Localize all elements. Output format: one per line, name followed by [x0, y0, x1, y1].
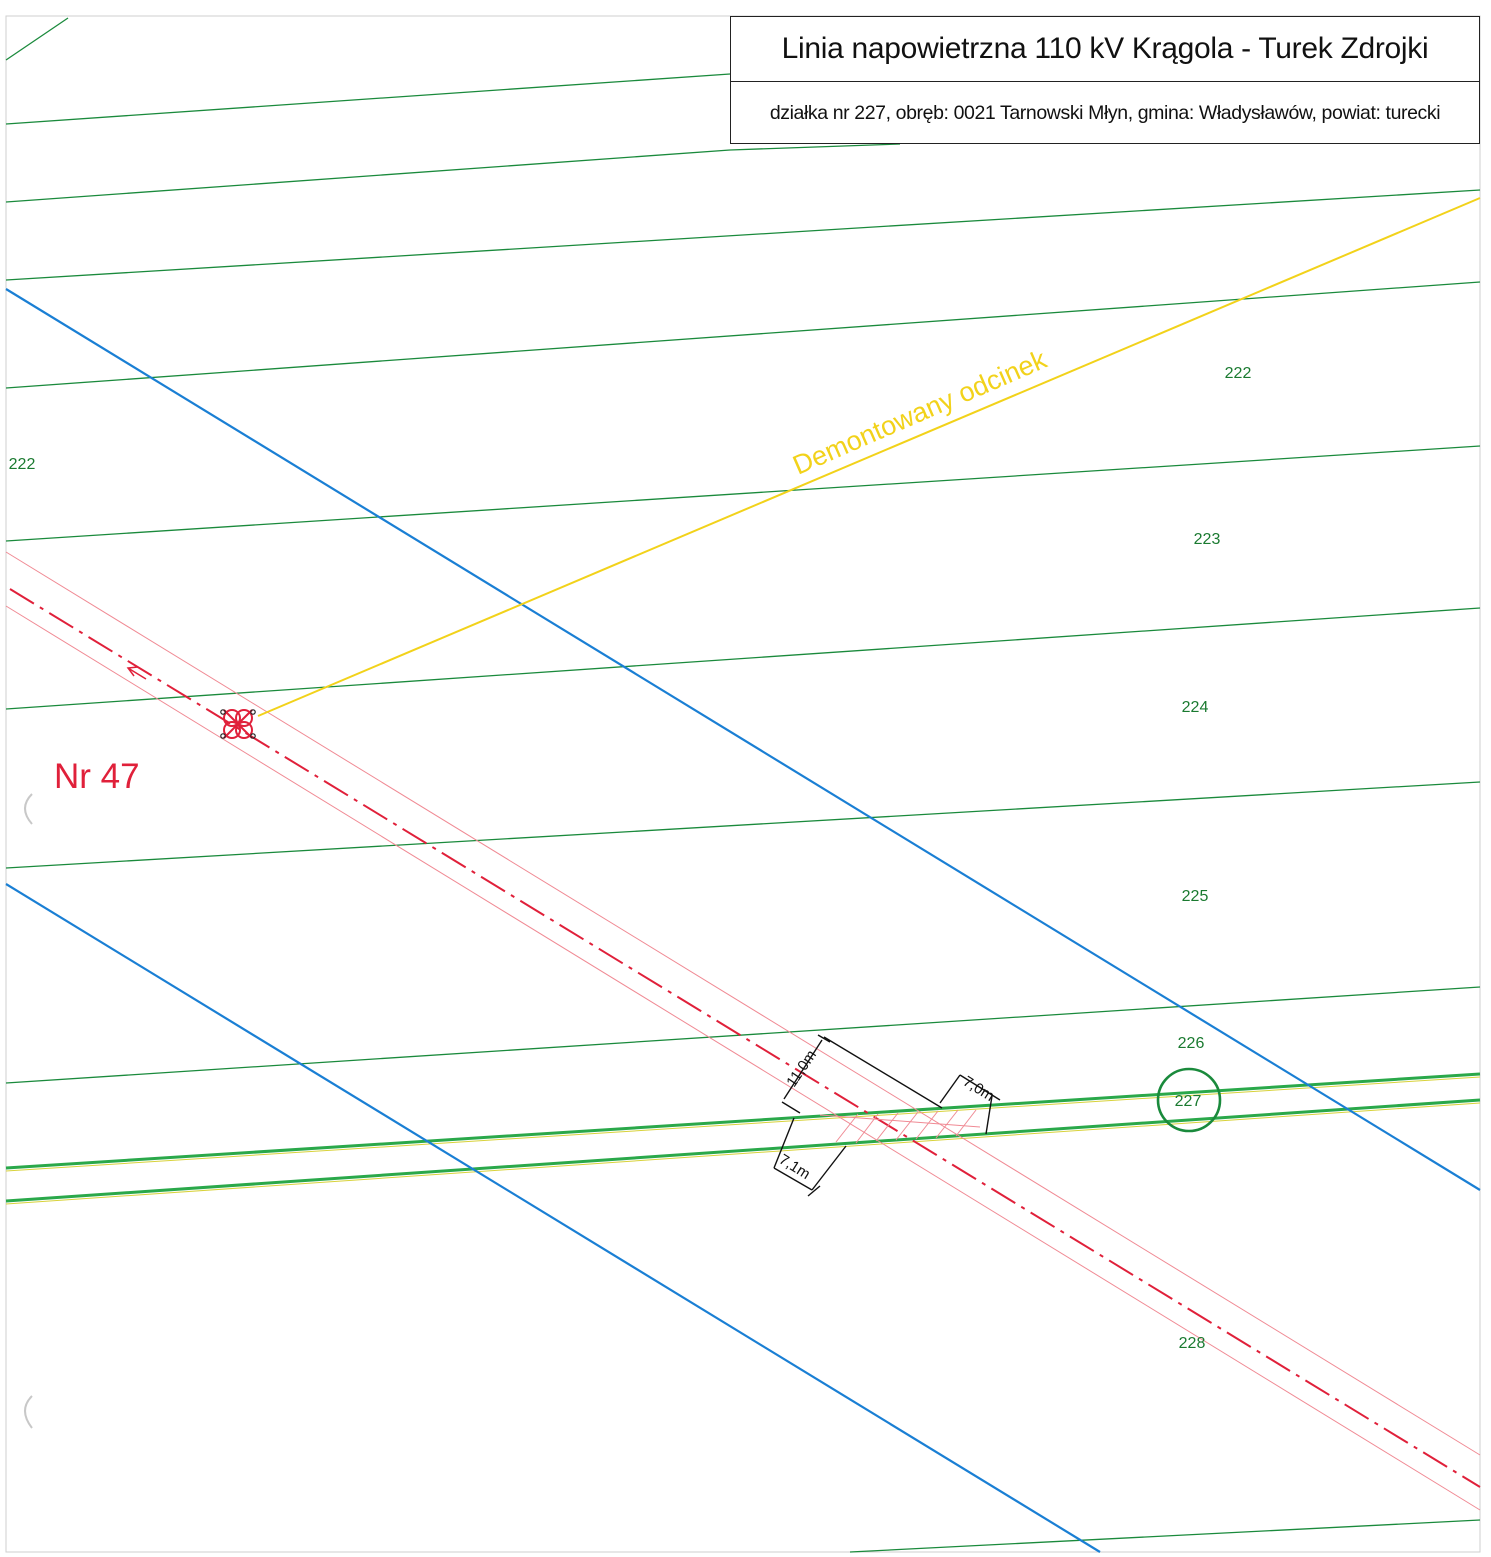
parcel-labels: 222 222 223 224 225 226 227 228	[9, 365, 1252, 1352]
map-title: Linia napowietrzna 110 kV Krągola - Ture…	[781, 32, 1429, 65]
dimension-11m-label: 11,0m	[783, 1047, 820, 1090]
road-line	[5, 883, 1101, 1553]
parcel-boundary	[5, 73, 731, 125]
direction-arrow-icon	[126, 666, 147, 680]
dimension-11m-line	[783, 1039, 823, 1100]
parcel-label: 226	[1178, 1035, 1205, 1052]
parcel-label: 228	[1179, 1335, 1206, 1352]
parcel-boundary	[5, 445, 1481, 542]
crossing-hatch	[819, 1109, 981, 1144]
parcel-label: 224	[1182, 699, 1209, 716]
parcel-label: 222	[9, 456, 36, 473]
dimension-71m-label: 7,1m	[776, 1151, 813, 1183]
parcel-boundary	[849, 1519, 1481, 1553]
parcel-boundary	[5, 17, 69, 61]
sheet-frame	[5, 15, 1481, 1553]
parcel-boundary	[5, 189, 1481, 281]
parcel-boundary	[5, 281, 1481, 389]
parcel-label: 225	[1182, 888, 1209, 905]
parcel-boundary	[5, 607, 1481, 710]
tower-number-label: Nr 47	[54, 757, 140, 796]
tower-icon	[220, 709, 256, 739]
dismantled-section-label: Demontowany odcinek	[788, 344, 1051, 481]
parcel-boundary	[5, 781, 1481, 869]
scan-marks	[24, 793, 33, 1429]
dimension-71m-line	[773, 1167, 813, 1191]
parcel-boundary	[5, 986, 1481, 1084]
dimension-7m-line	[939, 1074, 961, 1104]
parcel-label: 227	[1175, 1093, 1202, 1110]
parcel-boundary	[729, 143, 901, 151]
parcel-label: 222	[1225, 365, 1252, 382]
dismantled-section-line	[257, 197, 1481, 717]
power-line-buffer	[5, 551, 1481, 1511]
parcel-227-highlight-circle	[1156, 1067, 1222, 1133]
title-block: Linia napowietrzna 110 kV Krągola - Ture…	[730, 16, 1480, 144]
map-subtitle: działka nr 227, obręb: 0021 Tarnowski Mł…	[731, 81, 1479, 144]
blue-lines	[5, 288, 1481, 1553]
dimension-lines	[773, 1034, 1001, 1197]
power-line-axis	[9, 588, 1481, 1488]
parcel-boundary	[5, 149, 731, 203]
parcel-227-strip	[5, 1072, 1481, 1205]
parcel-boundaries	[5, 17, 1481, 1553]
parcel-label: 223	[1194, 531, 1221, 548]
road-line	[5, 288, 1481, 1191]
